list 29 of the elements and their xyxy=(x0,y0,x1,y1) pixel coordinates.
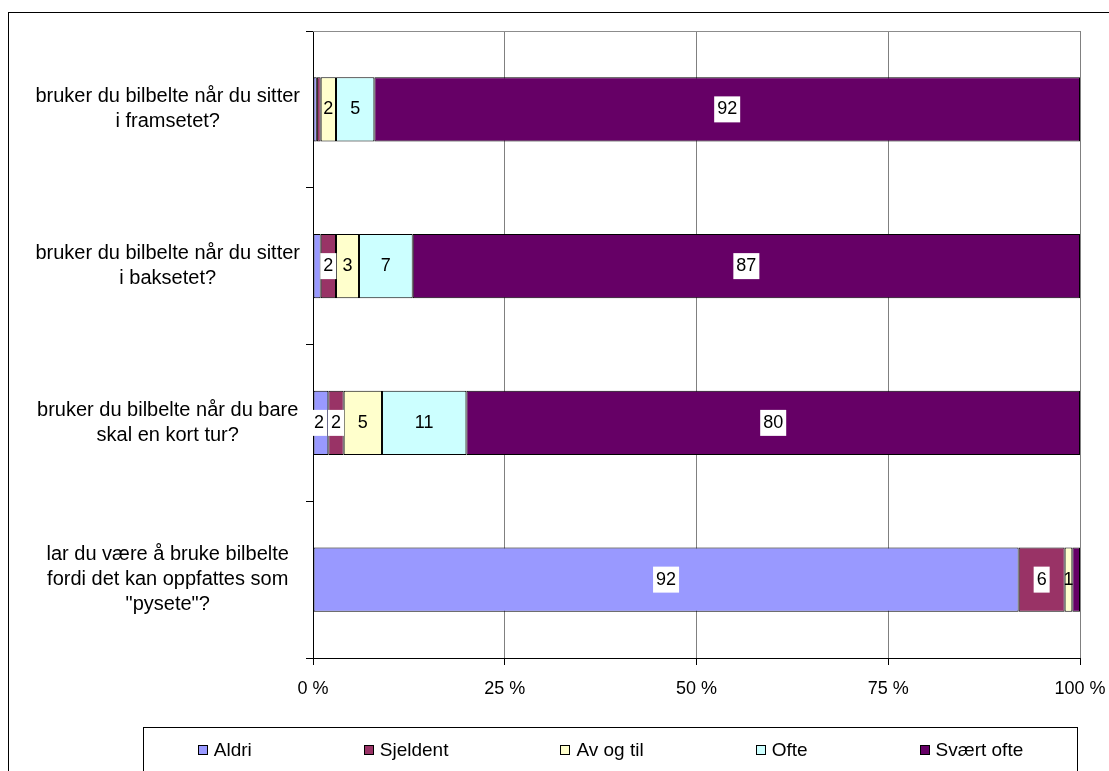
y-tick-label: bruker du bilbelte når du bare skal en kort tur? xyxy=(37,397,299,445)
x-tick-label: 100 % xyxy=(1054,677,1106,698)
x-tick-label: 50 % xyxy=(675,677,718,698)
x-tick-label: 75 % xyxy=(867,677,909,698)
data-label: 3 xyxy=(342,255,353,276)
data-label: 2 xyxy=(331,411,342,432)
y-tick-label: bruker du bilbelte når du sitter i framsetet? xyxy=(35,84,301,132)
data-label: 87 xyxy=(736,255,757,276)
data-label: 92 xyxy=(717,98,738,119)
data-label: 2 xyxy=(323,98,334,119)
data-label: 1 xyxy=(1063,568,1074,589)
y-tick-label: lar du være å bruke bilbelte fordi det kan oppfattes som "pysete"? xyxy=(46,542,289,615)
data-label: 2 xyxy=(323,255,334,276)
data-label: 80 xyxy=(763,411,784,432)
y-tick-label: bruker du bilbelte når du sitter i baksetet? xyxy=(35,241,301,289)
x-tick-label: 0 % xyxy=(297,677,329,698)
legend-label: Aldri xyxy=(213,738,252,761)
data-label: 2 xyxy=(313,411,325,432)
legend-label: Ofte xyxy=(771,738,808,761)
x-tick-label: 25 % xyxy=(484,677,526,698)
data-label: 5 xyxy=(350,98,361,119)
legend-label: Av og til xyxy=(576,738,644,761)
data-label: 11 xyxy=(414,411,434,432)
legend-label: Svært ofte xyxy=(935,738,1024,761)
data-label: 6 xyxy=(1036,568,1047,589)
legend-label: Sjeldent xyxy=(379,738,449,761)
data-label: 5 xyxy=(357,411,368,432)
data-label: 7 xyxy=(380,255,391,276)
data-label: 92 xyxy=(656,568,677,589)
